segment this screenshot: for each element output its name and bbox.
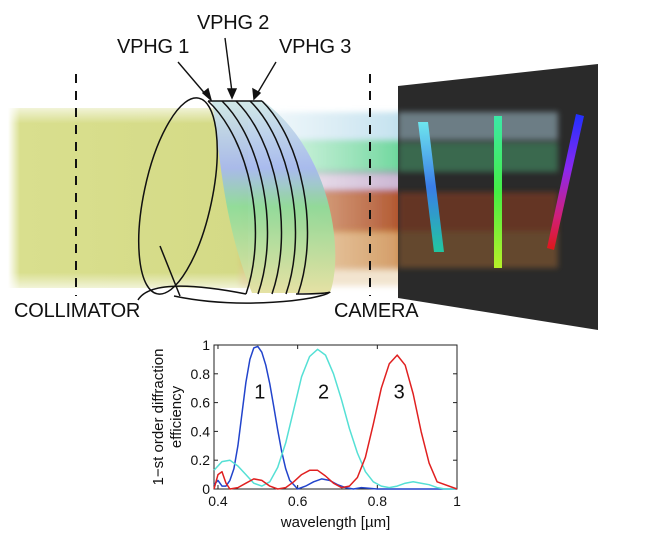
beam-edge-fade (8, 100, 248, 296)
series-3-label: 3 (394, 381, 405, 403)
label-vphg-2: VPHG 2 (197, 12, 270, 34)
label-vphg-1: VPHG 1 (117, 36, 190, 58)
y-axis-label: 1−st order diffraction (150, 349, 167, 486)
y-tick-label: 0.6 (191, 395, 211, 411)
y-tick-label: 1 (202, 337, 210, 353)
grating-stack-body (212, 101, 336, 293)
spectrum-stripe-1 (418, 122, 444, 252)
series-1-label: 1 (254, 381, 265, 403)
plot-area (213, 344, 458, 490)
spectrum-stripe-3 (547, 114, 584, 250)
x-tick-label: 0.6 (288, 493, 308, 509)
y-tick-label: 0.8 (191, 366, 211, 382)
x-axis-label: wavelength [µm] (280, 514, 391, 531)
x-tick-label: 0.4 (208, 493, 228, 509)
grating-pointers (177, 37, 277, 103)
label-collimator: COLLIMATOR (14, 300, 141, 322)
x-tick-label: 0.8 (368, 493, 388, 509)
x-tick-label: 1 (453, 493, 461, 509)
label-camera: CAMERA (334, 300, 419, 322)
series-2-line (213, 348, 457, 490)
y-tick-label: 0.4 (191, 423, 211, 439)
y-axis-label-line-2: efficiency (168, 385, 185, 448)
y-tick-label: 0.2 (191, 452, 211, 468)
series-3-line (213, 354, 458, 490)
grating-outlines (137, 97, 331, 304)
label-vphg-3: VPHG 3 (279, 36, 352, 58)
spectrum-stripe-2 (494, 116, 502, 268)
y-tick-label: 0 (202, 481, 210, 497)
series-2-label: 2 (318, 381, 329, 403)
